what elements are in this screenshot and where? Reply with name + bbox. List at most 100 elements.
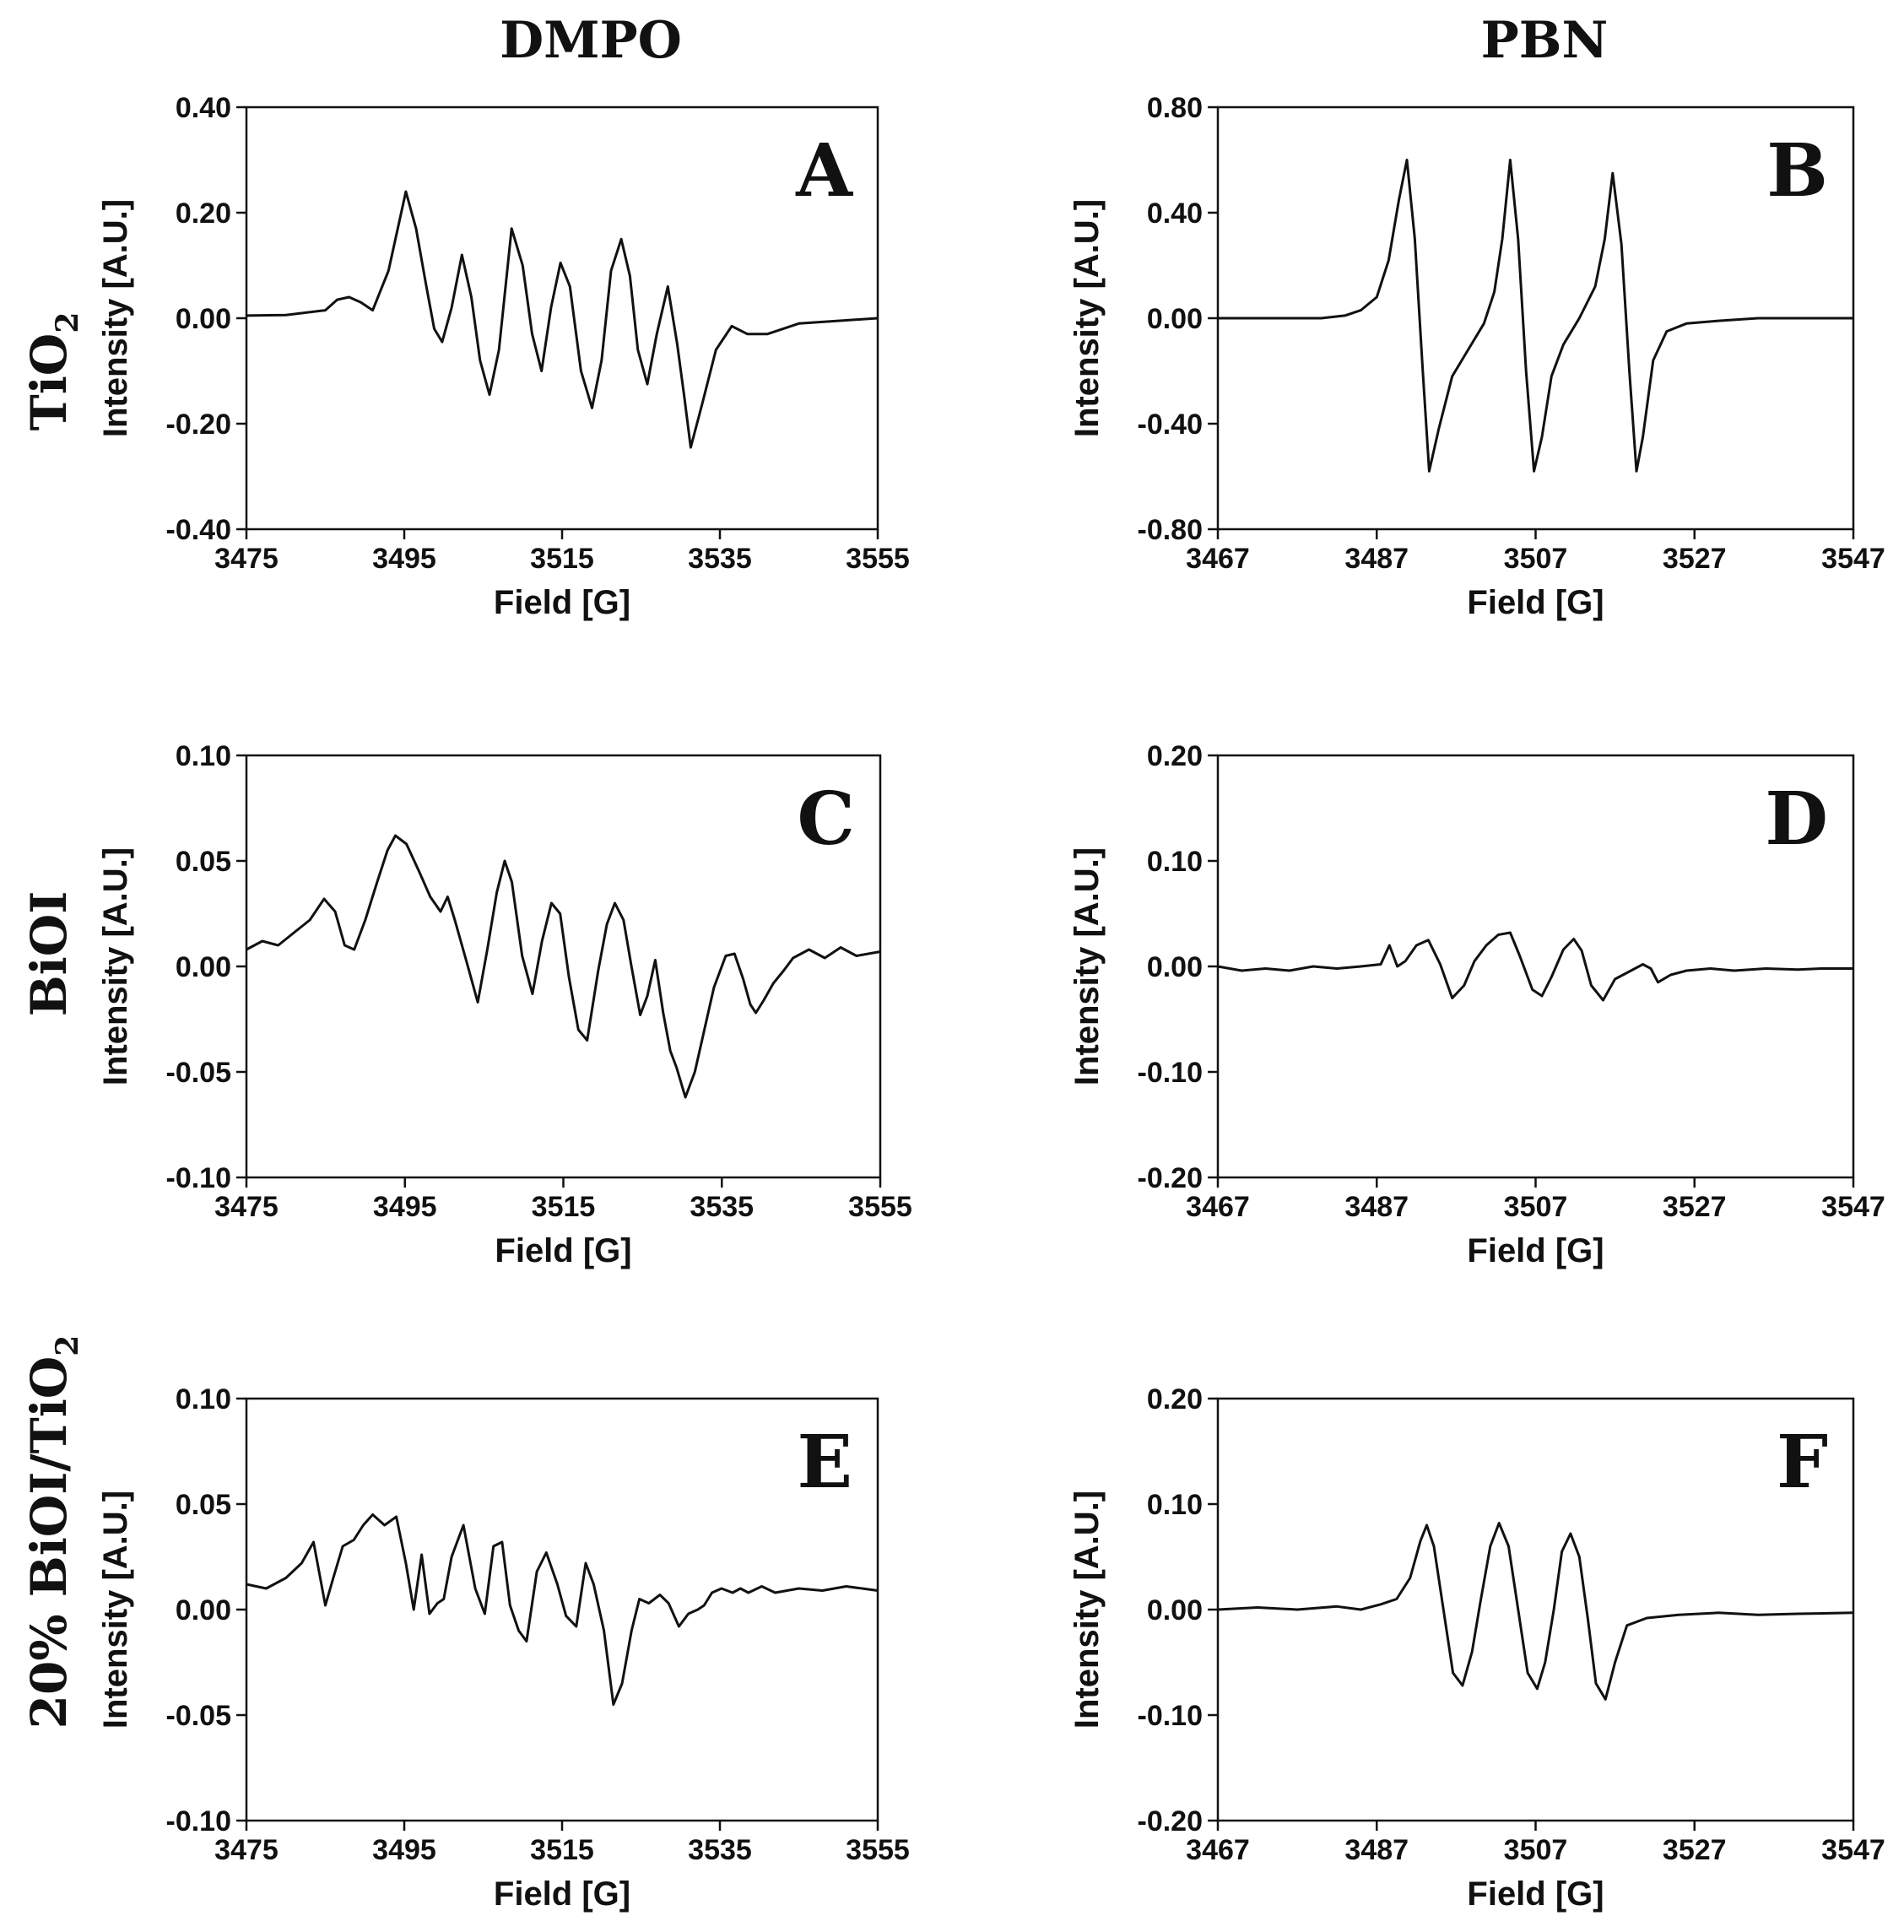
- y-tick-label: -0.20: [1138, 1805, 1204, 1837]
- row-header-bioi: BiOI: [20, 891, 78, 1017]
- y-tick-label: -0.10: [1138, 1057, 1204, 1089]
- series-line: [246, 190, 879, 449]
- y-tick-label: 0.80: [1147, 92, 1203, 124]
- y-tick-label: -0.80: [1138, 514, 1204, 546]
- panel-letter: F: [1777, 1420, 1828, 1505]
- x-tick-label: 3507: [1504, 543, 1568, 575]
- series-line: [246, 834, 881, 1099]
- y-tick-label: -0.10: [166, 1162, 232, 1194]
- y-tick-label: 0.10: [1147, 1489, 1203, 1521]
- series-line: [1217, 1522, 1854, 1701]
- column-header-dmpo: DMPO: [500, 11, 682, 70]
- x-tick-label: 3515: [530, 543, 594, 575]
- x-tick-label: 3475: [214, 1191, 279, 1223]
- plot-frame: [245, 1397, 879, 1822]
- x-axis-label: Field [G]: [494, 584, 630, 621]
- x-axis-label: Field [G]: [1467, 1232, 1604, 1269]
- y-axis-label: Intensity [A.U.]: [97, 847, 134, 1085]
- x-tick-label: 3487: [1344, 543, 1409, 575]
- y-tick-label: 0.40: [1147, 198, 1203, 230]
- panel-letter: C: [798, 777, 855, 862]
- panel-letter: D: [1765, 777, 1828, 862]
- x-tick-label: 3555: [848, 1191, 912, 1223]
- y-tick-label: 0.20: [1147, 1383, 1203, 1415]
- x-tick-label: 3487: [1344, 1834, 1409, 1866]
- y-axis-label: Intensity [A.U.]: [97, 199, 134, 437]
- y-axis-label: Intensity [A.U.]: [97, 1491, 134, 1729]
- y-tick-label: 0.00: [176, 303, 231, 335]
- x-tick-label: 3527: [1663, 1834, 1727, 1866]
- x-tick-label: 3547: [1821, 1834, 1885, 1866]
- x-tick-label: 3547: [1821, 1191, 1885, 1223]
- y-tick-label: 0.00: [176, 951, 231, 983]
- y-tick-label: 0.00: [1147, 1594, 1203, 1626]
- y-tick-label: -0.20: [166, 409, 232, 441]
- plot-frame: [245, 754, 882, 1179]
- row-header-bioi-tio2: 20% BiOI/TiO2: [20, 1335, 85, 1729]
- y-axis-label: Intensity [A.U.]: [1068, 1491, 1106, 1729]
- x-tick-label: 3475: [214, 543, 279, 575]
- panel-letter: E: [797, 1420, 852, 1505]
- y-tick-label: 0.00: [1147, 951, 1203, 983]
- y-tick-label: -0.40: [166, 514, 232, 546]
- x-tick-label: 3515: [532, 1191, 596, 1223]
- x-tick-label: 3507: [1504, 1834, 1568, 1866]
- series-line: [1218, 159, 1853, 473]
- x-tick-label: 3487: [1344, 1191, 1409, 1223]
- x-tick-label: 3507: [1504, 1191, 1568, 1223]
- y-axis-label: Intensity [A.U.]: [1068, 847, 1106, 1085]
- x-axis-label: Field [G]: [495, 1232, 631, 1269]
- x-tick-label: 3467: [1186, 1834, 1250, 1866]
- x-tick-label: 3547: [1821, 543, 1885, 575]
- y-tick-label: 0.40: [176, 92, 231, 124]
- x-tick-label: 3527: [1663, 1191, 1727, 1223]
- y-tick-label: 0.20: [1147, 740, 1203, 772]
- y-tick-label: -0.10: [166, 1805, 232, 1837]
- y-tick-label: 0.05: [176, 846, 231, 878]
- y-tick-label: 0.10: [1147, 846, 1203, 878]
- y-tick-label: 0.00: [176, 1594, 231, 1626]
- panel-letter: A: [795, 128, 853, 214]
- x-tick-label: 3495: [372, 543, 436, 575]
- y-tick-label: -0.05: [166, 1700, 232, 1732]
- x-axis-label: Field [G]: [494, 1875, 630, 1913]
- y-tick-label: -0.10: [1138, 1700, 1204, 1732]
- y-tick-label: 0.10: [176, 740, 231, 772]
- x-tick-label: 3475: [214, 1834, 279, 1866]
- x-tick-label: 3535: [690, 1191, 754, 1223]
- row-header-tio2: TiO2: [20, 312, 85, 431]
- x-tick-label: 3535: [688, 1834, 752, 1866]
- x-tick-label: 3555: [846, 1834, 910, 1866]
- y-tick-label: -0.20: [1138, 1162, 1204, 1194]
- x-tick-label: 3495: [372, 1834, 436, 1866]
- x-tick-label: 3515: [530, 1834, 594, 1866]
- y-axis-label: Intensity [A.U.]: [1068, 199, 1106, 437]
- x-tick-label: 3467: [1186, 543, 1250, 575]
- x-tick-label: 3535: [688, 543, 752, 575]
- plot-frame: [245, 106, 879, 531]
- x-tick-label: 3467: [1186, 1191, 1250, 1223]
- series-line: [246, 1513, 879, 1706]
- x-tick-label: 3555: [846, 543, 910, 575]
- y-tick-label: 0.05: [176, 1489, 231, 1521]
- y-tick-label: -0.40: [1138, 409, 1204, 441]
- x-axis-label: Field [G]: [1467, 584, 1604, 621]
- x-tick-label: 3495: [373, 1191, 437, 1223]
- y-tick-label: -0.05: [166, 1057, 232, 1089]
- y-tick-label: 0.00: [1147, 303, 1203, 335]
- column-header-pbn: PBN: [1481, 11, 1609, 70]
- x-axis-label: Field [G]: [1467, 1875, 1604, 1913]
- y-tick-label: 0.20: [176, 198, 231, 230]
- series-line: [1217, 931, 1853, 1002]
- y-tick-label: 0.10: [176, 1383, 231, 1415]
- x-tick-label: 3527: [1663, 543, 1727, 575]
- panel-letter: B: [1766, 128, 1828, 214]
